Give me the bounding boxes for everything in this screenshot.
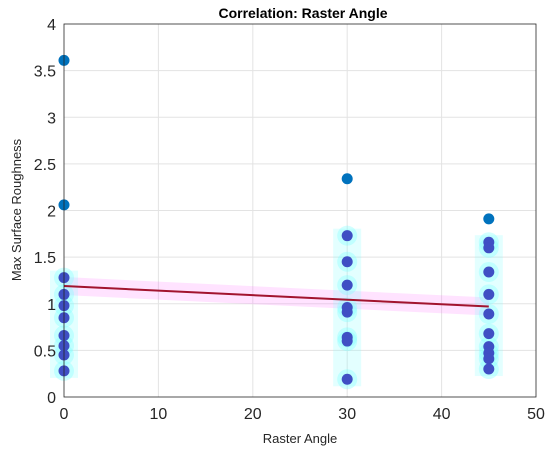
grid (64, 24, 536, 397)
highlight-bands (50, 225, 503, 390)
y-axis-title: Max Surface Roughness (9, 138, 24, 281)
x-tick-label: 20 (244, 406, 262, 423)
x-tick-label: 10 (150, 406, 168, 423)
y-tick-label: 2.5 (34, 157, 56, 174)
y-tick-label: 0.5 (34, 343, 56, 360)
x-tick-label: 0 (60, 406, 69, 423)
data-point (483, 266, 495, 278)
data-point (341, 279, 353, 291)
y-tick-label: 1.5 (34, 250, 56, 267)
data-point (483, 308, 495, 320)
x-tick-label: 40 (433, 406, 451, 423)
y-tick-label: 2 (47, 204, 56, 221)
fit-line-layer (63, 285, 489, 308)
data-point (341, 335, 353, 347)
data-point (341, 306, 353, 318)
data-points (58, 54, 495, 385)
y-tick-label: 3 (47, 110, 56, 127)
x-tick-label: 50 (527, 406, 545, 423)
y-tick-label: 3.5 (34, 64, 56, 81)
data-point (341, 256, 353, 268)
chart-title: Correlation: Raster Angle (218, 5, 387, 21)
data-point (483, 328, 495, 340)
y-tick-label: 0 (47, 390, 56, 407)
data-point (483, 242, 495, 254)
outlier-point (341, 173, 353, 185)
data-point (483, 363, 495, 375)
x-tick-labels: 0 10 20 30 40 50 (60, 406, 545, 423)
y-tick-labels: 0 0.5 1 1.5 2 2.5 3 3.5 4 (34, 17, 56, 407)
y-tick-label: 4 (47, 17, 56, 34)
data-point (483, 353, 495, 365)
data-point (483, 288, 495, 300)
y-tick-label: 1 (47, 297, 56, 314)
plot-area-frame (63, 23, 537, 398)
data-point (341, 230, 353, 242)
x-axis-title: Raster Angle (263, 431, 337, 446)
fit-line (63, 285, 489, 308)
x-tick-label: 30 (338, 406, 356, 423)
data-point (341, 373, 353, 385)
outlier-point (483, 213, 495, 225)
